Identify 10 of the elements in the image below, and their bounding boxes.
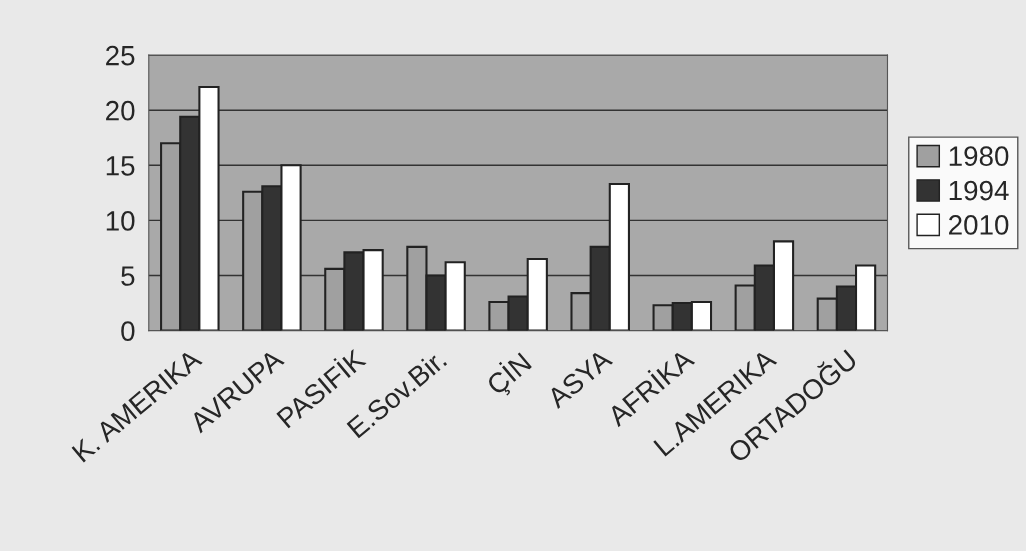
x-tick-label: ÇİN (482, 348, 536, 401)
y-tick-label: 20 (106, 100, 135, 121)
y-tick-label: 10 (106, 211, 135, 231)
legend-label: 1980 (949, 146, 1009, 167)
y-tick-label: 5 (121, 266, 135, 286)
y-tick-label: 15 (106, 156, 135, 176)
legend-label: 2010 (949, 215, 1009, 235)
y-tick-label: 25 (106, 45, 135, 66)
legend-label: 1994 (949, 180, 1009, 201)
y-tick-label: 0 (121, 321, 135, 341)
